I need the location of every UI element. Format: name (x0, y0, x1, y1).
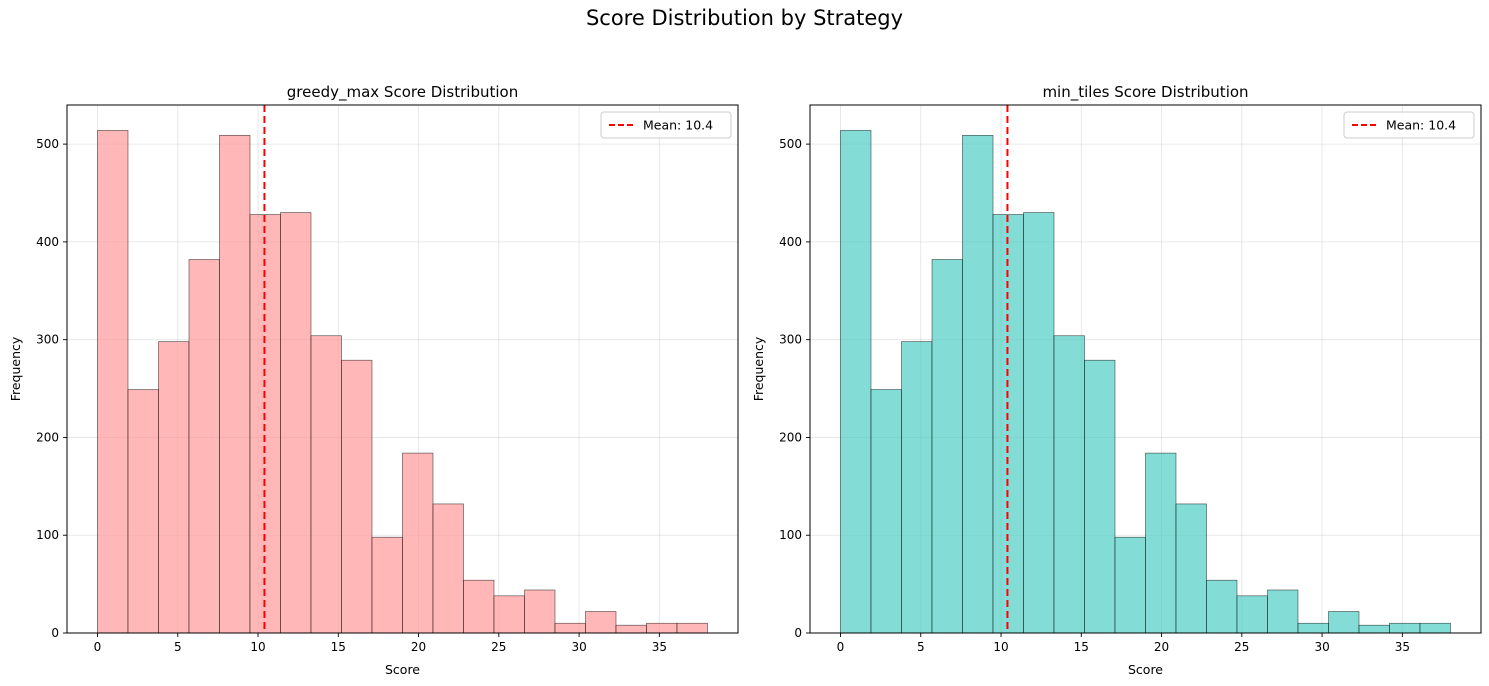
y-tick-label: 500 (36, 137, 59, 151)
histogram-bar (493, 595, 525, 634)
legend: Mean: 10.4 (600, 111, 732, 139)
histogram-bar (463, 579, 495, 634)
histogram-bar (1419, 622, 1451, 634)
histogram-bar (1053, 335, 1085, 634)
x-tick-label: 25 (1234, 640, 1249, 654)
histogram-bar (1023, 212, 1055, 634)
histogram-bar (962, 135, 994, 634)
histogram-bar (524, 589, 556, 634)
axes-frame (809, 104, 1482, 634)
y-tick-label: 100 (779, 528, 802, 542)
histogram-bar (1114, 536, 1146, 634)
x-tick-label: 30 (571, 640, 586, 654)
x-tick-label: 5 (174, 640, 182, 654)
histogram-bar (615, 624, 647, 634)
legend-mean-label: Mean: 10.4 (643, 118, 713, 133)
y-axis-label: Frequency (8, 336, 23, 401)
legend-mean-label: Mean: 10.4 (1386, 118, 1456, 133)
subplot-title: min_tiles Score Distribution (1042, 83, 1248, 102)
x-tick-label: 25 (491, 640, 506, 654)
x-tick-label: 20 (411, 640, 426, 654)
histogram-bar (402, 452, 434, 634)
histogram-bar (158, 341, 190, 634)
subplot-2: 0 5 10 15 20 25 30 35 0 100 200 300 400 500 min_tiles … (751, 83, 1482, 677)
legend-box (600, 111, 732, 139)
subplot-1: 0 5 10 15 20 25 30 35 0 100 200 300 400 500 greedy_max… (8, 83, 739, 677)
x-tick-label: 10 (250, 640, 265, 654)
histogram-bar (840, 130, 872, 634)
y-tick-label: 200 (779, 430, 802, 444)
y-tick-label: 500 (779, 137, 802, 151)
histogram-bar (901, 341, 933, 634)
y-tick-label: 400 (779, 235, 802, 249)
x-tick-label: 15 (1074, 640, 1089, 654)
x-tick-label: 5 (917, 640, 925, 654)
x-tick-label: 30 (1314, 640, 1329, 654)
histogram-bar (1206, 579, 1238, 634)
histogram-bar (127, 389, 159, 634)
y-tick-label: 0 (794, 626, 802, 640)
histogram-bar (371, 536, 403, 634)
histogram-bar (1267, 589, 1299, 634)
histogram-bar (188, 259, 220, 634)
x-tick-label: 20 (1154, 640, 1169, 654)
legend-box (1343, 111, 1475, 139)
y-tick-label: 0 (51, 626, 59, 640)
x-axis-label: Score (1128, 662, 1163, 677)
x-tick-label: 0 (94, 640, 102, 654)
histogram-bar (219, 135, 251, 634)
x-tick-label: 35 (1395, 640, 1410, 654)
histogram-bar (554, 622, 586, 634)
histogram-bar (280, 212, 312, 634)
histogram-bar (1358, 624, 1390, 634)
y-tick-label: 300 (36, 333, 59, 347)
histogram-bar (1084, 359, 1116, 634)
subplot-title: greedy_max Score Distribution (287, 83, 518, 102)
x-tick-label: 35 (652, 640, 667, 654)
figure-title: Score Distribution by Strategy (585, 6, 904, 30)
histogram-bar (931, 259, 963, 634)
y-tick-label: 400 (36, 235, 59, 249)
x-tick-label: 0 (837, 640, 845, 654)
legend: Mean: 10.4 (1343, 111, 1475, 139)
histogram-bar (646, 622, 678, 634)
histogram-bar (1297, 622, 1329, 634)
histogram-bar (97, 130, 129, 634)
x-tick-label: 10 (993, 640, 1008, 654)
histogram-bar (870, 389, 902, 634)
histogram-bar (1389, 622, 1421, 634)
histogram-bar (432, 503, 464, 634)
histogram-bar (585, 611, 617, 634)
x-tick-label: 15 (331, 640, 346, 654)
axes-frame (66, 104, 739, 634)
histogram-bar (1328, 611, 1360, 634)
y-tick-label: 200 (36, 430, 59, 444)
histogram-bar (676, 622, 708, 634)
histogram-bar (1236, 595, 1268, 634)
y-axis-label: Frequency (751, 336, 766, 401)
histogram-bar (310, 335, 342, 634)
x-axis-label: Score (385, 662, 420, 677)
y-tick-label: 300 (779, 333, 802, 347)
histogram-bar (341, 359, 373, 634)
histogram-bar (1175, 503, 1207, 634)
y-tick-label: 100 (36, 528, 59, 542)
histogram-bar (1145, 452, 1177, 634)
